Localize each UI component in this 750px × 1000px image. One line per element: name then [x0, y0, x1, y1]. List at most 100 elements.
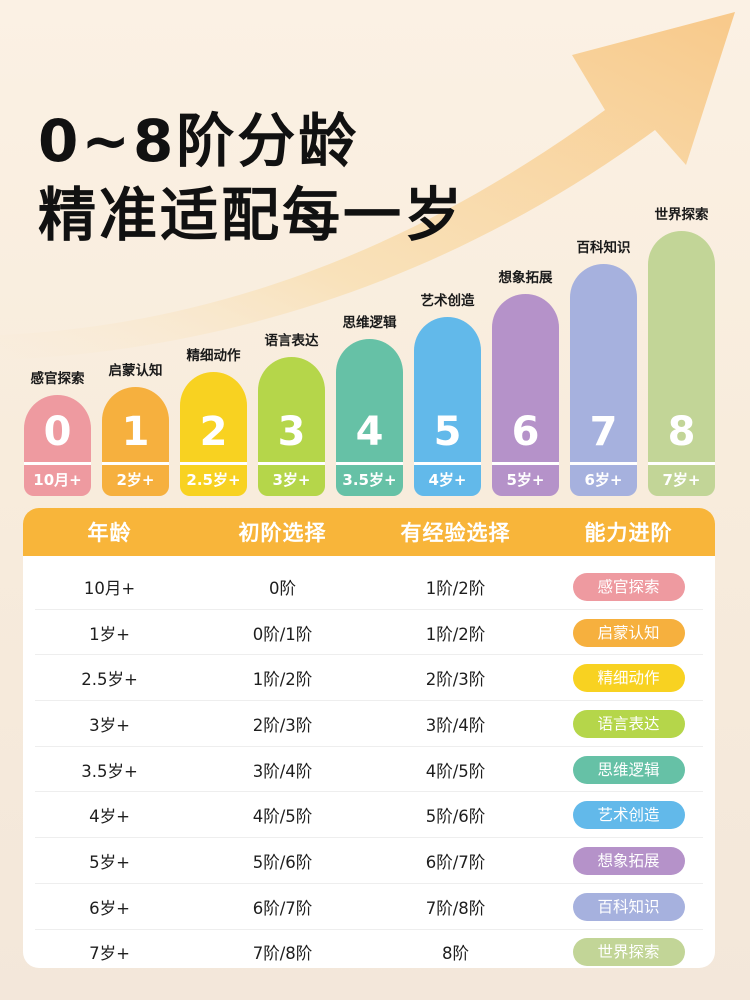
cell-age: 3岁+ — [89, 715, 130, 735]
header-beginner: 初阶选择 — [238, 521, 327, 545]
ability-badge: 思维逻辑 — [572, 755, 685, 784]
cell-beginner: 5阶/6阶 — [252, 853, 313, 873]
table-row: 7岁+ 7阶/8阶 8阶 世界探索 — [23, 930, 715, 968]
cell-age: 3.5岁+ — [81, 761, 138, 781]
cell-ability: 思维逻辑 — [542, 755, 715, 784]
cell-experienced: 2阶/3阶 — [425, 670, 486, 690]
cell-beginner: 0阶/1阶 — [252, 624, 313, 644]
cell-age: 6岁+ — [89, 898, 130, 918]
level-card-3: 语言表达 3 3岁+ — [258, 329, 325, 496]
level-card-7: 百科知识 7 6岁+ — [570, 236, 637, 496]
row-divider — [35, 700, 703, 702]
level-name: 想象拓展 — [498, 270, 553, 286]
cell-age: 2.5岁+ — [81, 670, 138, 690]
cell-ability: 世界探索 — [542, 938, 715, 967]
ability-badge: 精细动作 — [572, 664, 685, 693]
cell-ability: 启蒙认知 — [542, 618, 715, 647]
level-pillar: 8 7岁+ — [648, 231, 715, 496]
level-name: 艺术创造 — [420, 293, 475, 309]
ability-badge: 百科知识 — [572, 892, 685, 921]
level-age: 3.5岁+ — [336, 462, 403, 496]
level-name: 语言表达 — [264, 333, 319, 349]
cell-age: 10月+ — [83, 578, 136, 598]
cell-beginner: 1阶/2阶 — [252, 670, 313, 690]
row-divider — [35, 791, 703, 793]
cell-ability: 想象拓展 — [542, 847, 715, 876]
level-pillar: 5 4岁+ — [414, 317, 481, 496]
cell-ability: 百科知识 — [542, 892, 715, 921]
ability-badge: 感官探索 — [572, 572, 685, 601]
cell-experienced: 5阶/6阶 — [425, 807, 486, 827]
header-age: 年龄 — [87, 521, 132, 545]
cell-beginner: 6阶/7阶 — [252, 898, 313, 918]
cell-age: 7岁+ — [89, 944, 130, 964]
level-age: 2.5岁+ — [180, 462, 247, 496]
level-age: 4岁+ — [414, 462, 481, 496]
row-divider — [35, 837, 703, 839]
level-name: 精细动作 — [186, 348, 241, 364]
level-number: 2 — [199, 409, 228, 455]
ability-badge: 启蒙认知 — [572, 618, 685, 647]
level-pillar: 4 3.5岁+ — [336, 339, 403, 496]
level-card-8: 世界探索 8 7岁+ — [648, 203, 715, 496]
row-divider — [35, 608, 703, 610]
level-name: 思维逻辑 — [342, 315, 397, 331]
cell-ability: 艺术创造 — [542, 801, 715, 830]
headline-line-1: 0~8阶分龄 — [38, 107, 360, 175]
header-experienced: 有经验选择 — [400, 521, 511, 545]
level-card-6: 想象拓展 6 5岁+ — [492, 266, 559, 496]
ability-badge: 世界探索 — [572, 938, 685, 967]
level-age: 6岁+ — [570, 462, 637, 496]
level-card-5: 艺术创造 5 4岁+ — [414, 289, 481, 496]
table-row: 4岁+ 4阶/5阶 5阶/6阶 艺术创造 — [23, 793, 715, 839]
header-ability: 能力进阶 — [584, 521, 673, 545]
table-row: 5岁+ 5阶/6阶 6阶/7阶 想象拓展 — [23, 838, 715, 884]
level-name: 启蒙认知 — [108, 363, 163, 379]
cell-ability: 精细动作 — [542, 664, 715, 693]
level-name: 感官探索 — [30, 371, 85, 387]
row-divider — [35, 928, 703, 930]
level-age: 3岁+ — [258, 462, 325, 496]
cell-ability: 语言表达 — [542, 709, 715, 738]
level-number: 3 — [277, 409, 306, 455]
growth-arrow-graphic — [0, 12, 735, 360]
level-pillar: 3 3岁+ — [258, 357, 325, 496]
cell-beginner: 7阶/8阶 — [252, 944, 313, 964]
level-pillar: 0 10月+ — [24, 395, 91, 496]
level-number: 6 — [511, 409, 540, 455]
level-pillar: 1 2岁+ — [102, 387, 169, 496]
cell-age: 5岁+ — [89, 853, 130, 873]
cell-experienced: 7阶/8阶 — [425, 898, 486, 918]
cell-beginner: 2阶/3阶 — [252, 715, 313, 735]
table-row: 2.5岁+ 1阶/2阶 2阶/3阶 精细动作 — [23, 655, 715, 702]
headline-line-2: 精准适配每一岁 — [38, 181, 466, 249]
ability-badge: 想象拓展 — [572, 847, 685, 876]
level-number: 0 — [43, 409, 72, 455]
cell-ability: 感官探索 — [542, 572, 715, 601]
level-name: 世界探索 — [654, 207, 709, 223]
ability-badge: 语言表达 — [572, 709, 685, 738]
level-age: 7岁+ — [648, 462, 715, 496]
level-number: 8 — [667, 409, 696, 455]
cell-experienced: 4阶/5阶 — [425, 761, 486, 781]
table-row: 6岁+ 6阶/7阶 7阶/8阶 百科知识 — [23, 884, 715, 930]
level-number: 5 — [433, 409, 462, 455]
cell-experienced: 3阶/4阶 — [425, 715, 486, 735]
level-number: 1 — [121, 409, 150, 455]
cell-experienced: 1阶/2阶 — [425, 578, 486, 598]
age-level-table: 年龄 初阶选择 有经验选择 能力进阶 10月+ 0阶 1阶/2阶 感官探索 1岁+ 0阶/… — [23, 508, 715, 968]
table-row: 3岁+ 2阶/3阶 3阶/4阶 语言表达 — [23, 701, 715, 747]
level-name: 百科知识 — [576, 240, 631, 256]
level-number: 4 — [355, 409, 384, 455]
level-card-0: 感官探索 0 10月+ — [24, 367, 91, 496]
level-pillar: 2 2.5岁+ — [180, 372, 247, 496]
level-staircase: 感官探索 0 10月+ 启蒙认知 1 2岁+ 精细动作 2 2.5岁+ 语言表达 3 3岁+ 思维逻辑 4… — [24, 203, 715, 496]
level-card-4: 思维逻辑 4 3.5岁+ — [336, 311, 403, 496]
table-row: 1岁+ 0阶/1阶 1阶/2阶 启蒙认知 — [23, 610, 715, 656]
level-card-1: 启蒙认知 1 2岁+ — [102, 359, 169, 496]
cell-age: 4岁+ — [89, 807, 130, 827]
cell-beginner: 4阶/5阶 — [252, 807, 313, 827]
level-pillar: 7 6岁+ — [570, 264, 637, 496]
cell-experienced: 1阶/2阶 — [425, 624, 486, 644]
level-number: 7 — [589, 409, 618, 455]
